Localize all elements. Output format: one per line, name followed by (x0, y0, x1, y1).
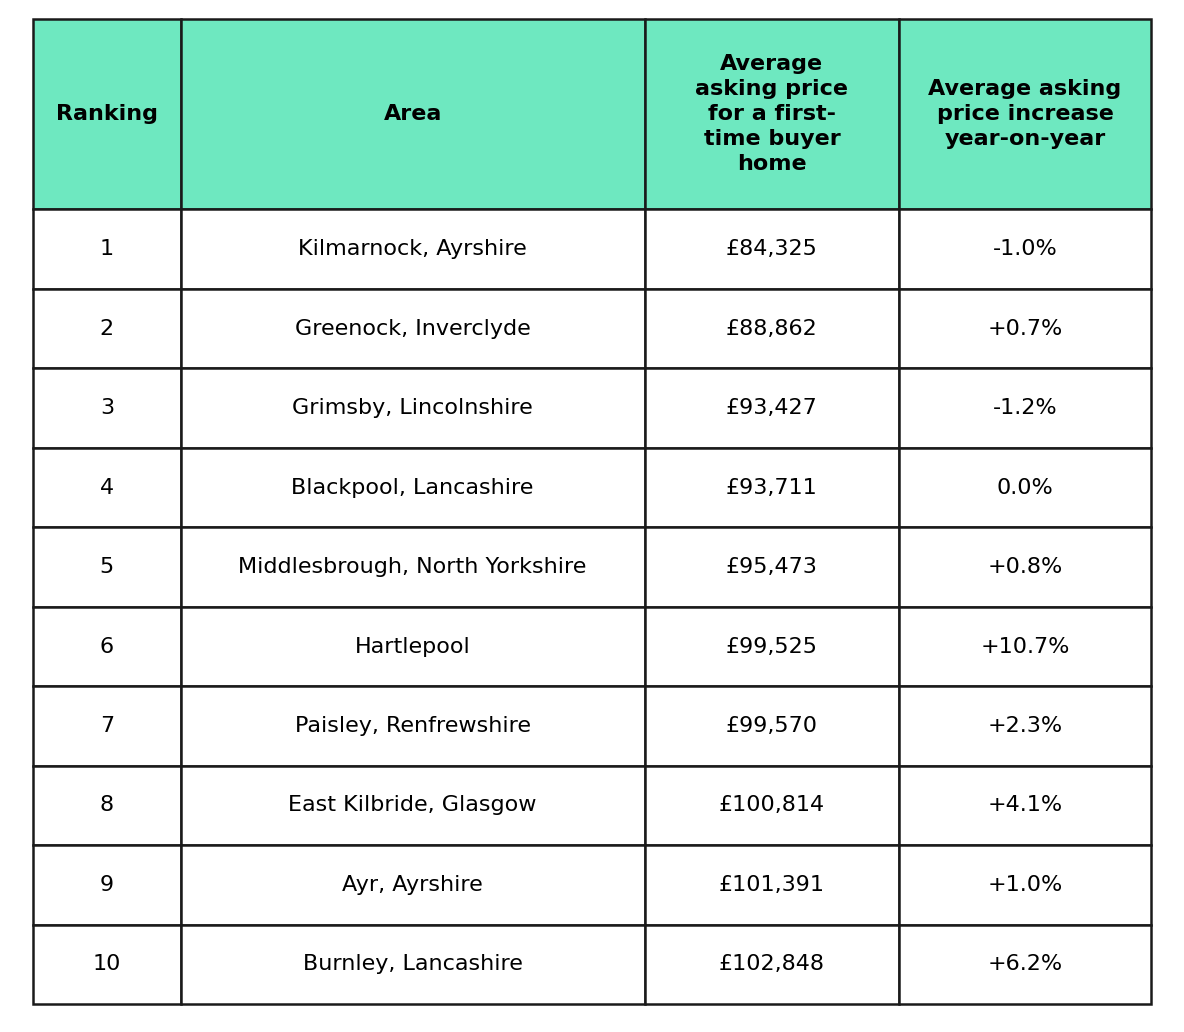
Text: £84,325: £84,325 (726, 239, 818, 259)
Text: -1.0%: -1.0% (992, 239, 1057, 259)
Text: +4.1%: +4.1% (987, 796, 1063, 815)
Text: Burnley, Lancashire: Burnley, Lancashire (303, 955, 522, 974)
Bar (644, 289, 900, 368)
Bar (181, 845, 644, 925)
Text: £88,862: £88,862 (726, 319, 818, 338)
Bar (900, 368, 1151, 448)
Bar (900, 766, 1151, 845)
Text: £99,570: £99,570 (726, 716, 818, 736)
Text: 4: 4 (99, 478, 114, 497)
Bar (900, 925, 1151, 1004)
Bar (33, 607, 181, 686)
Text: 0.0%: 0.0% (997, 478, 1054, 497)
Text: +0.7%: +0.7% (987, 319, 1063, 338)
Text: East Kilbride, Glasgow: East Kilbride, Glasgow (289, 796, 536, 815)
Bar (33, 527, 181, 607)
Bar (900, 527, 1151, 607)
Text: +6.2%: +6.2% (987, 955, 1063, 974)
Text: 1: 1 (99, 239, 114, 259)
Text: Paisley, Renfrewshire: Paisley, Renfrewshire (295, 716, 530, 736)
Bar (181, 209, 644, 289)
Bar (900, 209, 1151, 289)
Bar (33, 845, 181, 925)
Text: Average
asking price
for a first-
time buyer
home: Average asking price for a first- time b… (695, 55, 849, 173)
Bar (644, 766, 900, 845)
Text: +0.8%: +0.8% (987, 557, 1063, 577)
Bar (181, 19, 644, 209)
Text: Blackpool, Lancashire: Blackpool, Lancashire (291, 478, 534, 497)
Text: Average asking
price increase
year-on-year: Average asking price increase year-on-ye… (928, 79, 1121, 149)
Bar (181, 289, 644, 368)
Bar (644, 527, 900, 607)
Text: 10: 10 (92, 955, 121, 974)
Bar (33, 925, 181, 1004)
Bar (33, 686, 181, 766)
Bar (644, 845, 900, 925)
Bar (644, 368, 900, 448)
Bar (33, 289, 181, 368)
Text: Hartlepool: Hartlepool (355, 637, 470, 656)
Bar (644, 19, 900, 209)
Bar (900, 845, 1151, 925)
Text: 8: 8 (99, 796, 114, 815)
Text: £102,848: £102,848 (719, 955, 825, 974)
Text: £100,814: £100,814 (719, 796, 825, 815)
Text: £95,473: £95,473 (726, 557, 818, 577)
Bar (181, 925, 644, 1004)
Text: +10.7%: +10.7% (980, 637, 1070, 656)
Bar (33, 209, 181, 289)
Bar (900, 19, 1151, 209)
Text: Ayr, Ayrshire: Ayr, Ayrshire (342, 875, 483, 895)
Text: -1.2%: -1.2% (993, 398, 1057, 418)
Bar (181, 448, 644, 527)
Bar (181, 368, 644, 448)
Bar (33, 448, 181, 527)
Text: £93,427: £93,427 (726, 398, 818, 418)
Text: £101,391: £101,391 (719, 875, 825, 895)
Bar (33, 368, 181, 448)
Bar (181, 686, 644, 766)
Text: +2.3%: +2.3% (987, 716, 1063, 736)
Text: £99,525: £99,525 (726, 637, 818, 656)
Bar (900, 607, 1151, 686)
Bar (181, 607, 644, 686)
Text: Middlesbrough, North Yorkshire: Middlesbrough, North Yorkshire (238, 557, 587, 577)
Text: Kilmarnock, Ayrshire: Kilmarnock, Ayrshire (298, 239, 527, 259)
Text: 2: 2 (99, 319, 114, 338)
Text: Area: Area (384, 104, 442, 124)
Text: 6: 6 (99, 637, 114, 656)
Text: £93,711: £93,711 (726, 478, 818, 497)
Text: Greenock, Inverclyde: Greenock, Inverclyde (295, 319, 530, 338)
Bar (644, 607, 900, 686)
Text: 9: 9 (99, 875, 114, 895)
Text: 5: 5 (99, 557, 114, 577)
Bar (644, 209, 900, 289)
Bar (900, 448, 1151, 527)
Bar (181, 527, 644, 607)
Bar (900, 289, 1151, 368)
Bar (644, 448, 900, 527)
Bar (900, 686, 1151, 766)
Bar (181, 766, 644, 845)
Bar (644, 925, 900, 1004)
Bar (33, 766, 181, 845)
Text: +1.0%: +1.0% (987, 875, 1063, 895)
Bar (33, 19, 181, 209)
Text: 7: 7 (99, 716, 114, 736)
Bar (644, 686, 900, 766)
Text: Grimsby, Lincolnshire: Grimsby, Lincolnshire (292, 398, 533, 418)
Text: 3: 3 (99, 398, 114, 418)
Text: Ranking: Ranking (56, 104, 157, 124)
